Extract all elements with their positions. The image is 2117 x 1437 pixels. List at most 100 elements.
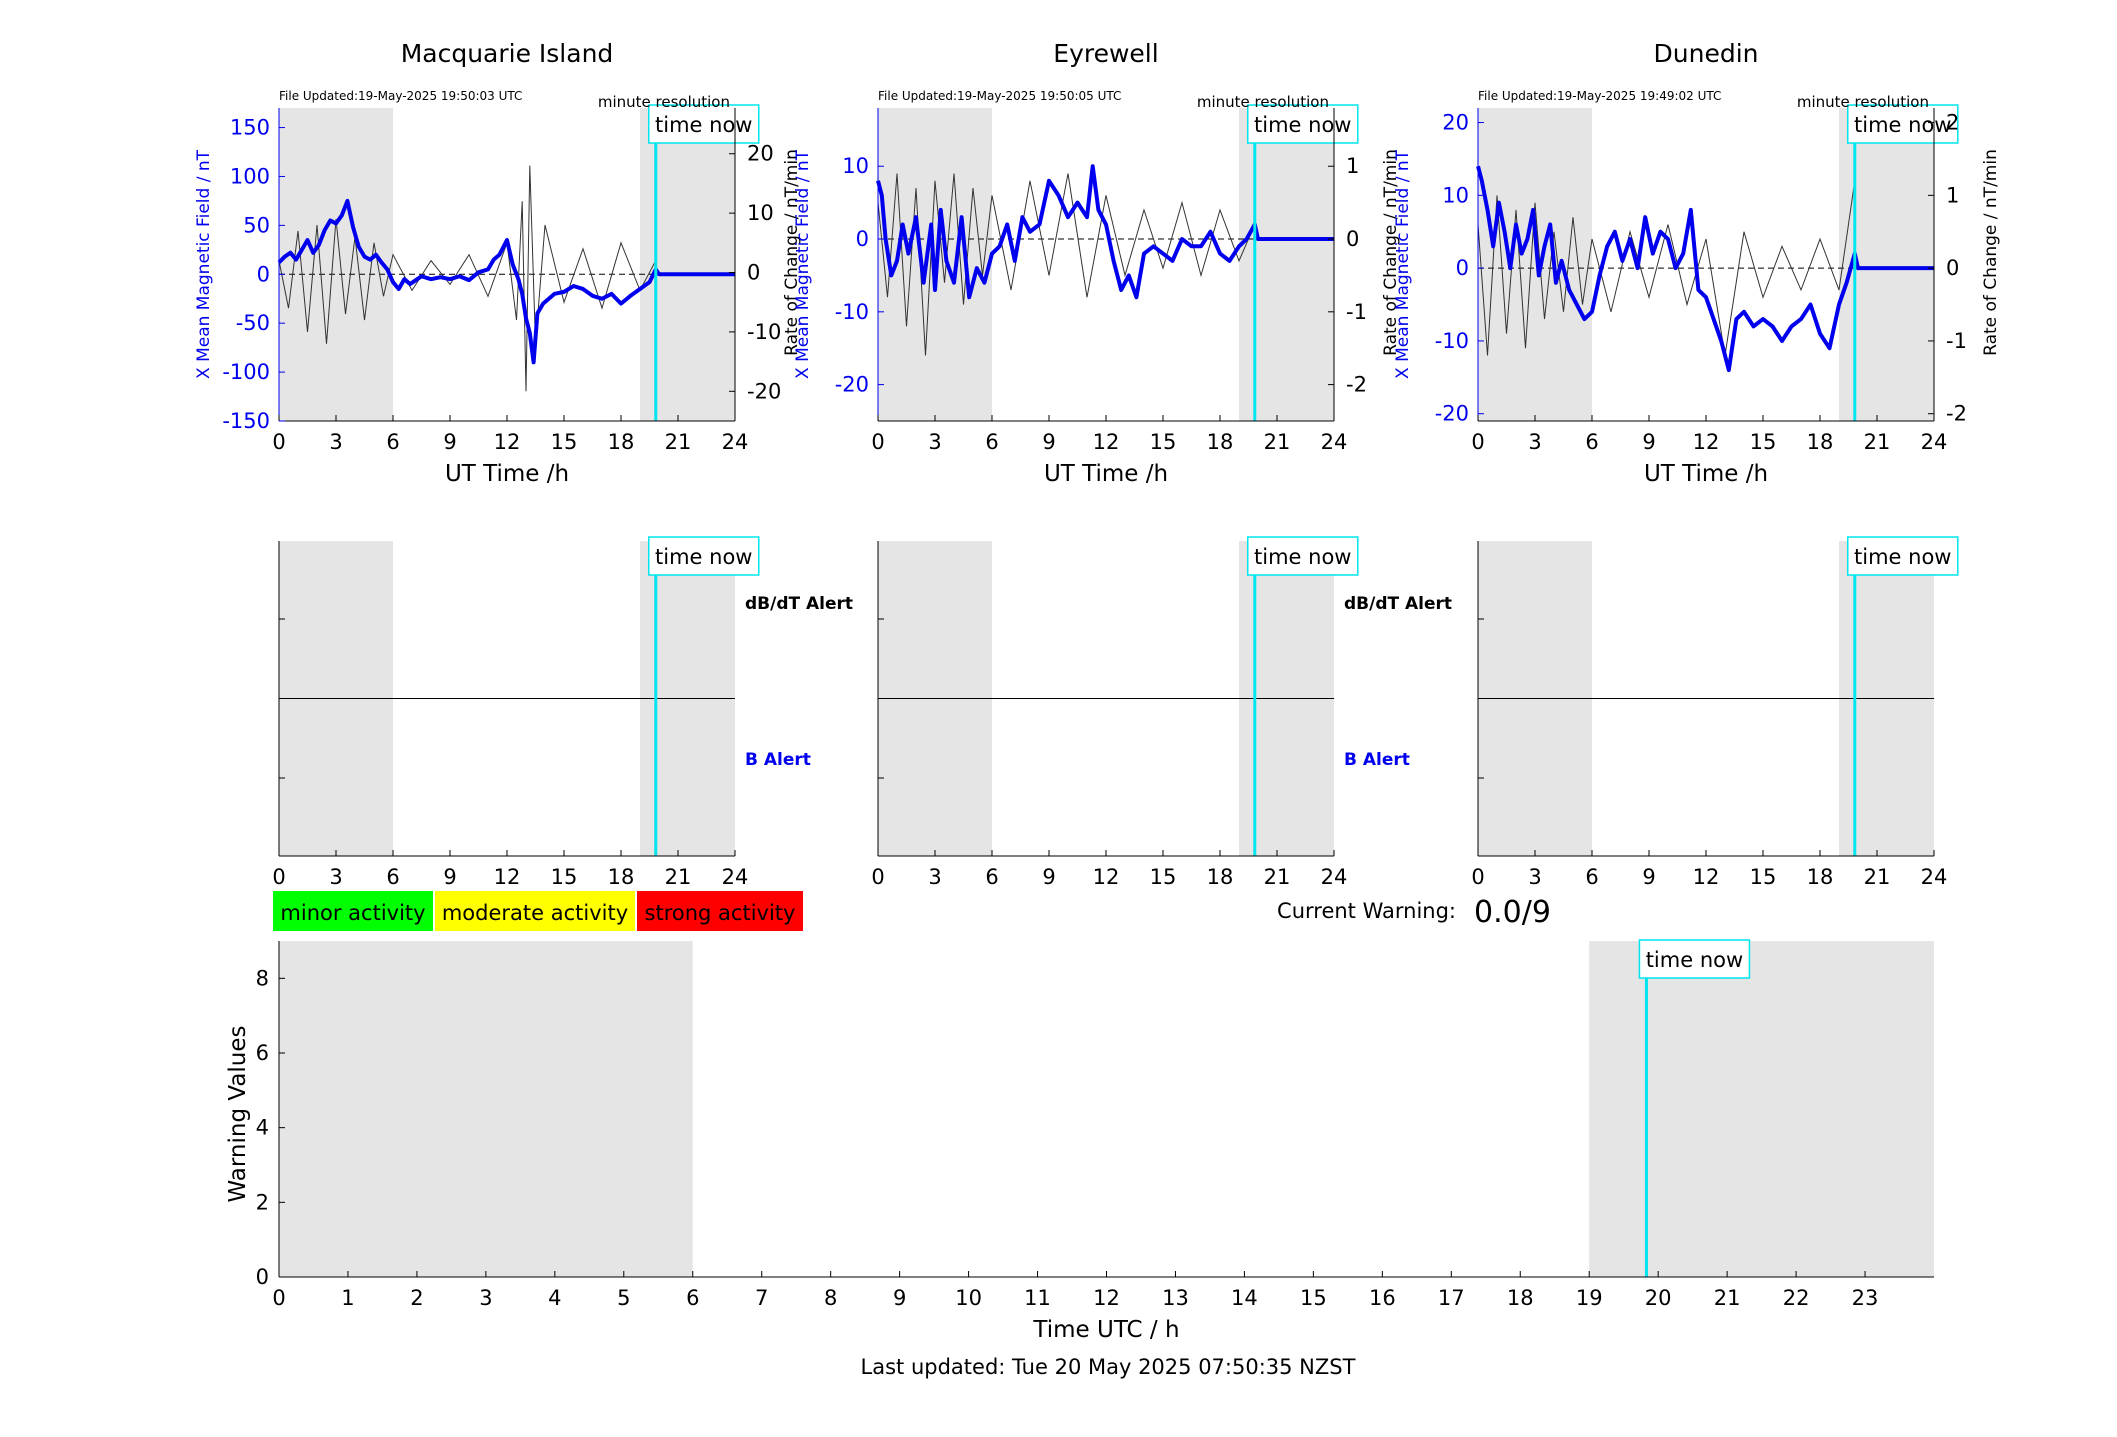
left-y-axis-label: X Mean Magnetic Field / nT — [1393, 149, 1413, 379]
left-y-tick-label: 10 — [842, 154, 869, 178]
x-axis-label: Time UTC / h — [1032, 1317, 1179, 1343]
x-tick-label: 18 — [1507, 1286, 1534, 1310]
x-tick-label: 9 — [443, 430, 456, 454]
x-tick-label: 3 — [329, 865, 342, 889]
station-title: Eyrewell — [1053, 39, 1158, 68]
x-tick-label: 18 — [608, 865, 635, 889]
time-now-label: time now — [1254, 545, 1351, 569]
x-tick-label: 21 — [1864, 865, 1891, 889]
alert-panels: time now03691215182124dB/dT AlertB Alert… — [272, 537, 1957, 889]
y-tick-label: 8 — [256, 966, 269, 990]
x-tick-label: 12 — [1093, 430, 1120, 454]
shaded-region — [1478, 108, 1592, 421]
left-y-tick-label: 0 — [1456, 256, 1469, 280]
x-tick-label: 3 — [928, 865, 941, 889]
alert-panel-2: time now03691215182124 — [1471, 537, 1957, 889]
x-tick-label: 5 — [617, 1286, 630, 1310]
x-tick-label: 22 — [1783, 1286, 1810, 1310]
x-tick-label: 24 — [1921, 865, 1948, 889]
left-y-tick-label: -20 — [1435, 402, 1469, 426]
time-now-label: time now — [1854, 113, 1951, 137]
x-tick-label: 2 — [410, 1286, 423, 1310]
y-axis-label: Warning Values — [225, 1025, 251, 1202]
dbdt-alert-label: dB/dT Alert — [745, 594, 853, 614]
minor-activity-label: minor activity — [280, 901, 425, 925]
left-y-tick-label: -50 — [236, 311, 270, 335]
warning-values-panel: time now01234567891011121314151617181920… — [225, 940, 1934, 1343]
x-tick-label: 6 — [985, 430, 998, 454]
station-panel-1: time now03691215182124-20-10010-2-101Eyr… — [793, 39, 1401, 487]
x-tick-label: 13 — [1162, 1286, 1189, 1310]
x-tick-label: 15 — [1150, 430, 1177, 454]
x-tick-label: 6 — [386, 865, 399, 889]
x-tick-label: 15 — [1750, 430, 1777, 454]
minute-resolution-label: minute resolution — [1197, 93, 1329, 111]
file-updated-label: File Updated:19-May-2025 19:50:03 UTC — [279, 89, 522, 103]
left-y-tick-label: 150 — [230, 116, 270, 140]
x-tick-label: 0 — [1471, 865, 1484, 889]
left-y-tick-label: 100 — [230, 164, 270, 188]
x-tick-label: 18 — [1207, 865, 1234, 889]
x-tick-label: 19 — [1576, 1286, 1603, 1310]
right-y-tick-label: 10 — [747, 201, 774, 225]
x-tick-label: 24 — [1921, 430, 1948, 454]
x-tick-label: 12 — [494, 865, 521, 889]
x-tick-label: 15 — [551, 430, 578, 454]
x-axis-label: UT Time /h — [1044, 461, 1168, 487]
left-y-axis-label: X Mean Magnetic Field / nT — [793, 149, 813, 379]
right-y-tick-label: 0 — [1946, 256, 1959, 280]
x-tick-label: 15 — [1150, 865, 1177, 889]
x-tick-label: 7 — [755, 1286, 768, 1310]
dbdt-alert-label: dB/dT Alert — [1344, 594, 1452, 614]
shaded-region — [1589, 941, 1934, 1277]
station-title: Dunedin — [1654, 39, 1759, 68]
x-tick-label: 24 — [722, 865, 749, 889]
time-now-label: time now — [655, 113, 752, 137]
right-y-tick-label: 20 — [747, 142, 774, 166]
y-tick-label: 4 — [256, 1116, 269, 1140]
x-tick-label: 6 — [386, 430, 399, 454]
x-tick-label: 4 — [548, 1286, 561, 1310]
y-tick-label: 2 — [256, 1190, 269, 1214]
shaded-region — [279, 941, 693, 1277]
x-tick-label: 9 — [1042, 430, 1055, 454]
x-tick-label: 0 — [272, 865, 285, 889]
x-tick-label: 24 — [1321, 430, 1348, 454]
right-y-tick-label: -1 — [1346, 300, 1367, 324]
x-tick-label: 6 — [1585, 865, 1598, 889]
x-tick-label: 15 — [1300, 1286, 1327, 1310]
x-tick-label: 18 — [1807, 865, 1834, 889]
left-y-tick-label: 0 — [856, 227, 869, 251]
alert-panel-0: time now03691215182124dB/dT AlertB Alert — [272, 537, 853, 889]
x-tick-label: 12 — [1693, 865, 1720, 889]
station-panel-2: time now03691215182124-20-1001020-2-1012… — [1393, 39, 2001, 487]
right-y-tick-label: 0 — [747, 261, 760, 285]
left-y-axis-label: X Mean Magnetic Field / nT — [194, 149, 214, 379]
x-tick-label: 6 — [1585, 430, 1598, 454]
x-tick-label: 20 — [1645, 1286, 1672, 1310]
alert-panel-1: time now03691215182124dB/dT AlertB Alert — [871, 537, 1452, 889]
x-tick-label: 9 — [893, 1286, 906, 1310]
x-axis-label: UT Time /h — [1644, 461, 1768, 487]
time-now-label: time now — [655, 545, 752, 569]
y-tick-label: 0 — [256, 1265, 269, 1289]
x-tick-label: 3 — [928, 430, 941, 454]
time-now-label: time now — [1646, 948, 1743, 972]
file-updated-label: File Updated:19-May-2025 19:50:05 UTC — [878, 89, 1121, 103]
left-y-tick-label: -20 — [835, 373, 869, 397]
current-warning-label: Current Warning: — [1277, 899, 1456, 923]
strong-activity-label: strong activity — [645, 901, 796, 925]
station-panel-0: time now03691215182124-150-100-500501001… — [194, 39, 802, 487]
right-y-tick-label: 2 — [1946, 111, 1959, 135]
current-warning-value: 0.0/9 — [1474, 895, 1551, 930]
right-y-tick-label: -2 — [1346, 373, 1367, 397]
x-tick-label: 3 — [329, 430, 342, 454]
x-tick-label: 21 — [1864, 430, 1891, 454]
x-tick-label: 16 — [1369, 1286, 1396, 1310]
x-tick-label: 8 — [824, 1286, 837, 1310]
minute-resolution-label: minute resolution — [1797, 93, 1929, 111]
x-tick-label: 21 — [665, 865, 692, 889]
x-tick-label: 3 — [479, 1286, 492, 1310]
left-y-tick-label: -100 — [222, 360, 270, 384]
